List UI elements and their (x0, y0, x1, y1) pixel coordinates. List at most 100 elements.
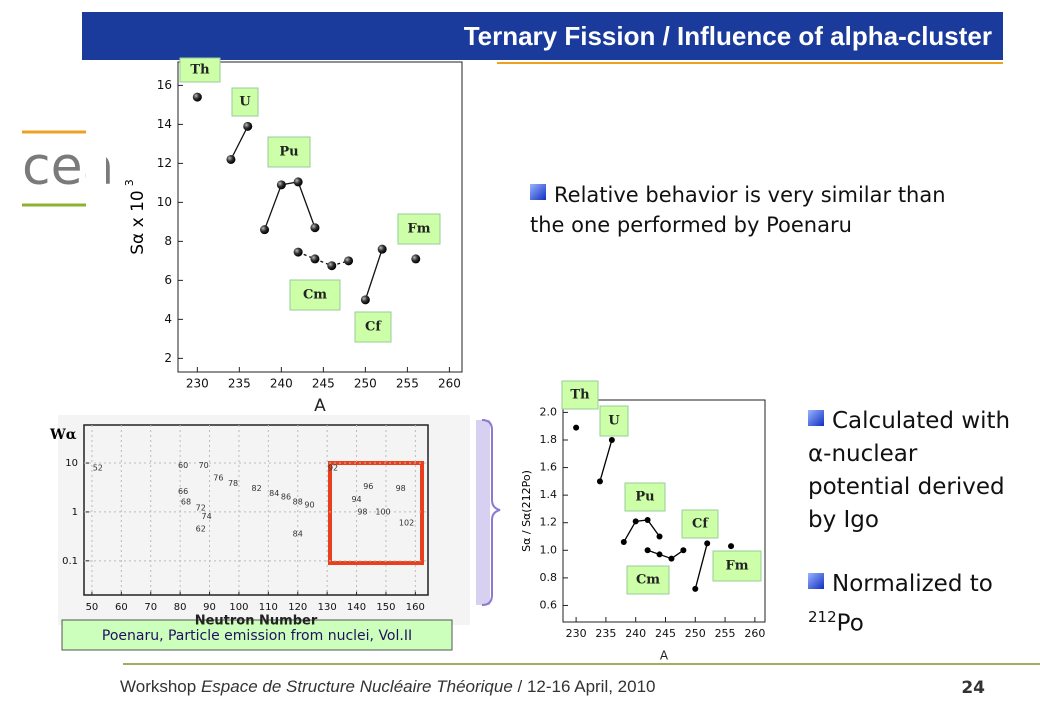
data-point (692, 585, 699, 592)
caption-box (61, 619, 453, 651)
data-point (656, 533, 663, 540)
caption: Poenaru, Particle emission from nuclei, … (102, 628, 412, 644)
annotation: 68 (181, 497, 191, 506)
y-axis-label: Sα / Sα(212Po) (520, 470, 533, 552)
x-axis-label: A (314, 396, 326, 416)
series-line (599, 439, 613, 482)
x-tick-label: 150 (376, 602, 395, 613)
series-line (364, 248, 383, 301)
data-point (704, 540, 711, 547)
x-tick-label: 160 (406, 602, 425, 613)
y-tick-label: 1.0 (540, 543, 558, 556)
series-label-box (267, 136, 311, 168)
x-axis-label: Neutron Number (195, 614, 318, 629)
x-tick-label: 230 (566, 627, 587, 640)
plot-frame (177, 61, 463, 373)
annotation: 78 (228, 479, 238, 488)
data-point (573, 424, 580, 431)
series-line (230, 126, 249, 160)
series-line (297, 251, 349, 267)
x-tick-label: 90 (203, 602, 216, 613)
y-tick-label: 10 (65, 458, 78, 469)
brace (481, 419, 501, 606)
y-tick-label: 4 (164, 312, 172, 326)
y-tick-label: 14 (157, 117, 172, 131)
x-tick-label: 245 (312, 377, 335, 391)
series-label-box (681, 509, 719, 539)
y-tick-label: 1.6 (540, 461, 558, 474)
series-label-box (179, 57, 221, 83)
x-tick-label: 245 (655, 627, 676, 640)
data-point (293, 177, 303, 187)
x-tick-label: 240 (625, 627, 646, 640)
x-tick-label: 235 (228, 377, 251, 391)
series-label-box (624, 482, 666, 512)
x-tick-label: 130 (318, 602, 337, 613)
series-label: Cf (692, 517, 709, 532)
y-tick-label: 6 (164, 273, 172, 287)
y-tick-label: 10 (157, 195, 172, 209)
data-point (608, 436, 615, 443)
y-axis-label-text: Sα x 10 (128, 190, 148, 255)
plot-frame (83, 424, 429, 596)
data-point (377, 244, 387, 254)
y-axis-label: Sα x 10 3 (123, 179, 148, 255)
series-label: Cm (303, 288, 327, 303)
data-point (632, 518, 639, 525)
x-tick-label: 70 (144, 602, 157, 613)
series-label: Fm (726, 559, 749, 574)
bullet-text: Calculated with α-nuclear potential deri… (808, 408, 1011, 533)
annotation: 94 (351, 495, 361, 504)
footer-text: Espace de Structure Nucléaire Théorique (201, 677, 513, 696)
series-label-box (397, 213, 441, 245)
plot-frame (562, 399, 766, 623)
annotation: 60 (178, 461, 188, 470)
series-label: Cf (365, 320, 382, 335)
data-point (644, 547, 651, 554)
x-tick-label: 255 (715, 627, 736, 640)
x-tick-label: 230 (186, 377, 209, 391)
series-line (623, 519, 661, 543)
x-tick-label: 140 (347, 602, 366, 613)
annotation: 102 (399, 518, 414, 527)
y-tick-label: 1 (72, 507, 78, 518)
data-point (327, 261, 337, 271)
annotation: 88 (293, 497, 303, 506)
y-tick-label: 0.8 (540, 571, 558, 584)
annotation: 76 (213, 473, 223, 482)
annotation: 98 (396, 484, 406, 493)
annotation: 74 (202, 512, 212, 521)
footer-text: / 12-16 April, 2010 (513, 677, 656, 696)
series-label: U (608, 414, 620, 429)
y-tick-label: 1.4 (540, 488, 558, 501)
series-line (263, 181, 316, 230)
annotation: 84 (293, 530, 303, 539)
bullet: Calculated with α-nuclear potential deri… (808, 405, 1023, 537)
data-point (310, 223, 320, 233)
x-tick-label: 235 (595, 627, 616, 640)
annotation: 90 (304, 500, 314, 509)
annotation: 62 (196, 524, 206, 533)
x-tick-label: 50 (86, 602, 99, 613)
annotation: 86 (281, 493, 291, 502)
data-point (344, 256, 354, 266)
data-point (620, 539, 627, 546)
data-point (644, 516, 651, 523)
footer-text: Workshop (120, 677, 201, 696)
data-point (360, 295, 370, 305)
x-tick-label: 260 (744, 627, 765, 640)
data-point (260, 225, 270, 235)
bullet-sup: 212 (808, 608, 837, 626)
series-label: Th (190, 63, 210, 78)
data-point (596, 478, 603, 485)
series-label: Fm (408, 222, 431, 237)
bullet-text: Relative behavior is very similar than t… (530, 183, 946, 237)
y-tick-label: 0.1 (62, 556, 78, 567)
series-label-box (712, 550, 762, 582)
scan-bg (58, 415, 470, 625)
title-bar (82, 12, 1003, 60)
y-axis-label-sup: 3 (123, 179, 136, 186)
bullet: Relative behavior is very similar than t… (530, 180, 970, 240)
x-tick-label: 120 (288, 602, 307, 613)
